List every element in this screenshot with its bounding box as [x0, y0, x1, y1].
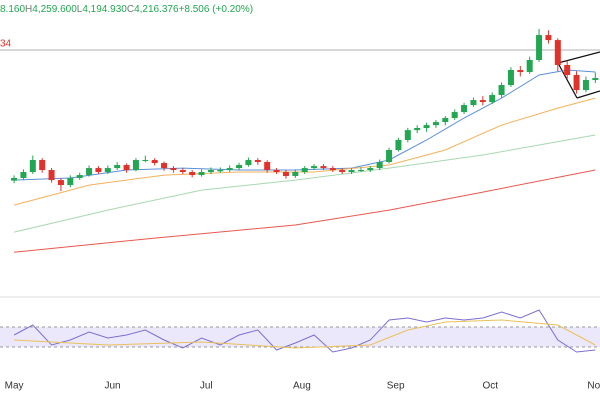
candle-body: [545, 35, 552, 41]
candle-body: [367, 168, 374, 171]
candle-body: [526, 59, 533, 72]
candle-body: [404, 130, 411, 140]
header-item: 8.160: [0, 4, 25, 15]
channel-line: [557, 62, 578, 99]
x-tick-label: Sep: [387, 381, 405, 392]
candle-body: [442, 117, 449, 123]
candle-body: [432, 122, 439, 126]
line: [13, 309, 596, 353]
candle-body: [395, 139, 402, 151]
price-label: 34: [0, 39, 12, 50]
x-tick-label: Aug: [293, 381, 311, 392]
candle-body: [86, 168, 93, 176]
candle-body: [461, 105, 468, 113]
candle-body: [329, 168, 336, 171]
candle-body: [273, 170, 280, 173]
candle-body: [170, 168, 177, 171]
candle-body: [161, 163, 168, 169]
x-tick-label: May: [5, 381, 24, 392]
candle-body: [536, 35, 543, 60]
line: [14, 169, 596, 253]
candle-body: [207, 170, 214, 173]
header-item: L: [77, 4, 83, 15]
candle-body: [264, 162, 271, 171]
candle-body: [123, 165, 130, 171]
candle-body: [517, 69, 524, 72]
candle-body: [282, 172, 289, 176]
x-tick-label: Jul: [200, 381, 213, 392]
candle-body: [311, 166, 318, 169]
candle-body: [554, 40, 561, 65]
candle-body: [236, 165, 243, 169]
candle-body: [20, 172, 27, 178]
candle-body: [57, 180, 64, 186]
candle-body: [254, 160, 261, 163]
header-item: H: [25, 4, 32, 15]
candle-body: [29, 160, 36, 173]
header-item: +8.506 (+0.20%): [179, 4, 254, 15]
line: [14, 319, 596, 349]
candle-body: [386, 150, 393, 163]
candle-body: [564, 64, 571, 76]
candle-body: [423, 125, 430, 128]
candle-body: [451, 112, 458, 118]
candle-body: [189, 172, 196, 176]
candle-body: [376, 162, 383, 169]
candle-body: [39, 160, 46, 171]
candle-body: [245, 160, 252, 166]
candle-body: [498, 85, 505, 96]
channel-line: [557, 51, 600, 64]
candle-body: [179, 170, 186, 173]
header-item: C: [127, 4, 134, 15]
line: [13, 134, 596, 233]
candle-body: [301, 168, 308, 173]
candle-body: [67, 177, 74, 186]
candle-body: [142, 160, 149, 162]
x-tick-label: Jun: [104, 381, 120, 392]
candle-body: [95, 168, 102, 173]
x-tick-label: Oct: [483, 381, 499, 392]
candle-body: [320, 166, 327, 169]
candle-body: [470, 100, 477, 106]
candle-body: [573, 75, 580, 91]
header-item: 4,194.930: [82, 4, 127, 15]
channel-line: [576, 90, 600, 99]
candle-body: [292, 172, 299, 176]
candle-body: [582, 80, 589, 91]
candle-body: [48, 170, 55, 181]
candle-body: [479, 100, 486, 103]
candle-body: [217, 170, 224, 172]
candle-body: [104, 168, 111, 173]
candle-body: [414, 127, 421, 131]
candle-body: [11, 177, 18, 181]
header-item: 4,216.376: [134, 4, 179, 15]
candle-body: [226, 168, 233, 171]
header: 8.160H4,259.600L4,194.930C4,216.376+8.50…: [0, 4, 253, 15]
candle-body: [198, 172, 205, 176]
candle-body: [339, 170, 346, 173]
header-item: 4,259.600: [32, 4, 77, 15]
candle-body: [592, 78, 599, 81]
candle-body: [76, 175, 83, 178]
candle-body: [357, 170, 364, 172]
candle-body: [151, 160, 158, 164]
x-tick-label: Nov: [587, 381, 600, 392]
candle-body: [114, 165, 121, 169]
candle-body: [489, 95, 496, 103]
candle-body: [348, 170, 355, 173]
candle-body: [132, 160, 139, 171]
candle-body: [507, 69, 514, 86]
